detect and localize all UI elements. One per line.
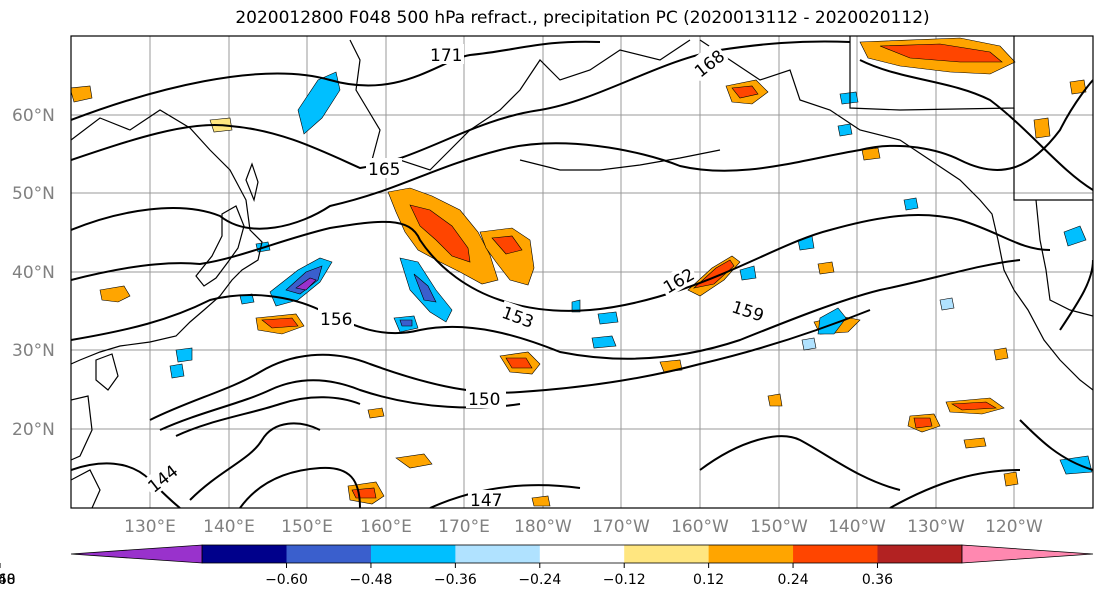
precip-negative-areas xyxy=(169,71,1093,475)
longitude-labels: 130°E 140°E 150°E 160°E 170°E 180°W 170°… xyxy=(124,517,1043,537)
lon-label-180w: 180°W xyxy=(514,517,572,537)
lon-label-150w: 150°W xyxy=(750,517,808,537)
colorbar-tick-label: −0.24 xyxy=(518,572,561,588)
colorbar-tick-label: −0.48 xyxy=(349,572,392,588)
lon-label-160e: 160°E xyxy=(360,517,412,537)
colorbar-segment xyxy=(708,545,794,563)
colorbar-extend-high xyxy=(961,544,1094,564)
colorbar-segment xyxy=(370,545,456,563)
lon-label-140w: 140°W xyxy=(828,517,886,537)
lon-label-170w: 170°W xyxy=(592,517,650,537)
precip-positive-areas xyxy=(71,37,1087,507)
lat-label-30n: 30°N xyxy=(12,341,55,361)
colorbar-segments xyxy=(70,544,1094,564)
contour-label-150: 150 xyxy=(468,390,500,410)
contour-label-171: 171 xyxy=(430,46,462,66)
map-frame xyxy=(70,35,1094,509)
colorbar-segment xyxy=(455,545,541,563)
colorbar: −0.60 −0.48 −0.36 −0.24 −0.12 0.12 0.24 0.36 0.4… xyxy=(0,544,1094,588)
lat-label-40n: 40°N xyxy=(12,263,55,283)
colorbar-outline xyxy=(201,544,963,564)
colorbar-extend-low xyxy=(70,544,203,564)
lat-label-20n: 20°N xyxy=(12,420,55,440)
refractivity-contours xyxy=(71,40,1093,508)
lat-label-60n: 60°N xyxy=(12,106,55,126)
colorbar-segment xyxy=(877,545,963,563)
lon-label-140e: 140°E xyxy=(203,517,255,537)
lon-label-130w: 130°W xyxy=(907,517,965,537)
colorbar-segment xyxy=(624,545,710,563)
lon-label-150e: 150°E xyxy=(281,517,333,537)
latitude-labels: 60°N 50°N 40°N 30°N 20°N xyxy=(12,106,55,440)
colorbar-tick-label: −0.60 xyxy=(265,572,308,588)
colorbar-tick-label: −0.12 xyxy=(603,572,646,588)
page-title: 2020012800 F048 500 hPa refract., precip… xyxy=(235,8,930,28)
colorbar-ticks: −0.60 −0.48 −0.36 −0.24 −0.12 0.12 0.24 0.36 0.4… xyxy=(0,563,893,588)
colorbar-tick-label: 0.12 xyxy=(693,572,724,588)
lon-label-130e: 130°E xyxy=(124,517,176,537)
colorbar-segment xyxy=(202,545,288,563)
colorbar-tick-label: 0.36 xyxy=(862,572,893,588)
colorbar-tick-label: 0.60 xyxy=(0,572,16,588)
lon-label-120w: 120°W xyxy=(985,517,1043,537)
colorbar-segment xyxy=(286,545,372,563)
colorbar-segment xyxy=(793,545,878,563)
lon-label-160w: 160°W xyxy=(671,517,729,537)
contour-label-156: 156 xyxy=(320,310,352,330)
gridlines xyxy=(71,36,1093,508)
colorbar-tick-label: 0.48 xyxy=(0,572,16,588)
coastlines xyxy=(71,36,1093,508)
colorbar-tick-label: 0.24 xyxy=(777,572,808,588)
contour-labels: 171 168 165 162 159 156 153 150 147 144 xyxy=(141,41,769,511)
contour-label-165: 165 xyxy=(368,160,400,180)
lat-label-50n: 50°N xyxy=(12,184,55,204)
lon-label-170e: 170°E xyxy=(438,517,490,537)
contour-label-147: 147 xyxy=(470,491,502,511)
colorbar-segment xyxy=(539,545,625,563)
colorbar-tick-label: −0.36 xyxy=(434,572,477,588)
